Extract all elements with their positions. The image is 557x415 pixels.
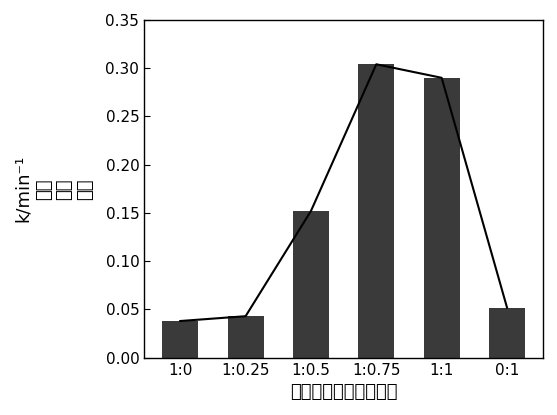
Y-axis label: k/min⁻¹
反应
速率
常数: k/min⁻¹ 反应 速率 常数 bbox=[14, 155, 94, 222]
X-axis label: 铁鑉离子前驱体摩尔比: 铁鑉离子前驱体摩尔比 bbox=[290, 383, 397, 401]
Bar bbox=[489, 308, 525, 358]
Bar bbox=[358, 64, 394, 358]
Bar bbox=[424, 78, 460, 358]
Bar bbox=[293, 211, 329, 358]
Bar bbox=[228, 316, 263, 358]
Bar bbox=[162, 321, 198, 358]
